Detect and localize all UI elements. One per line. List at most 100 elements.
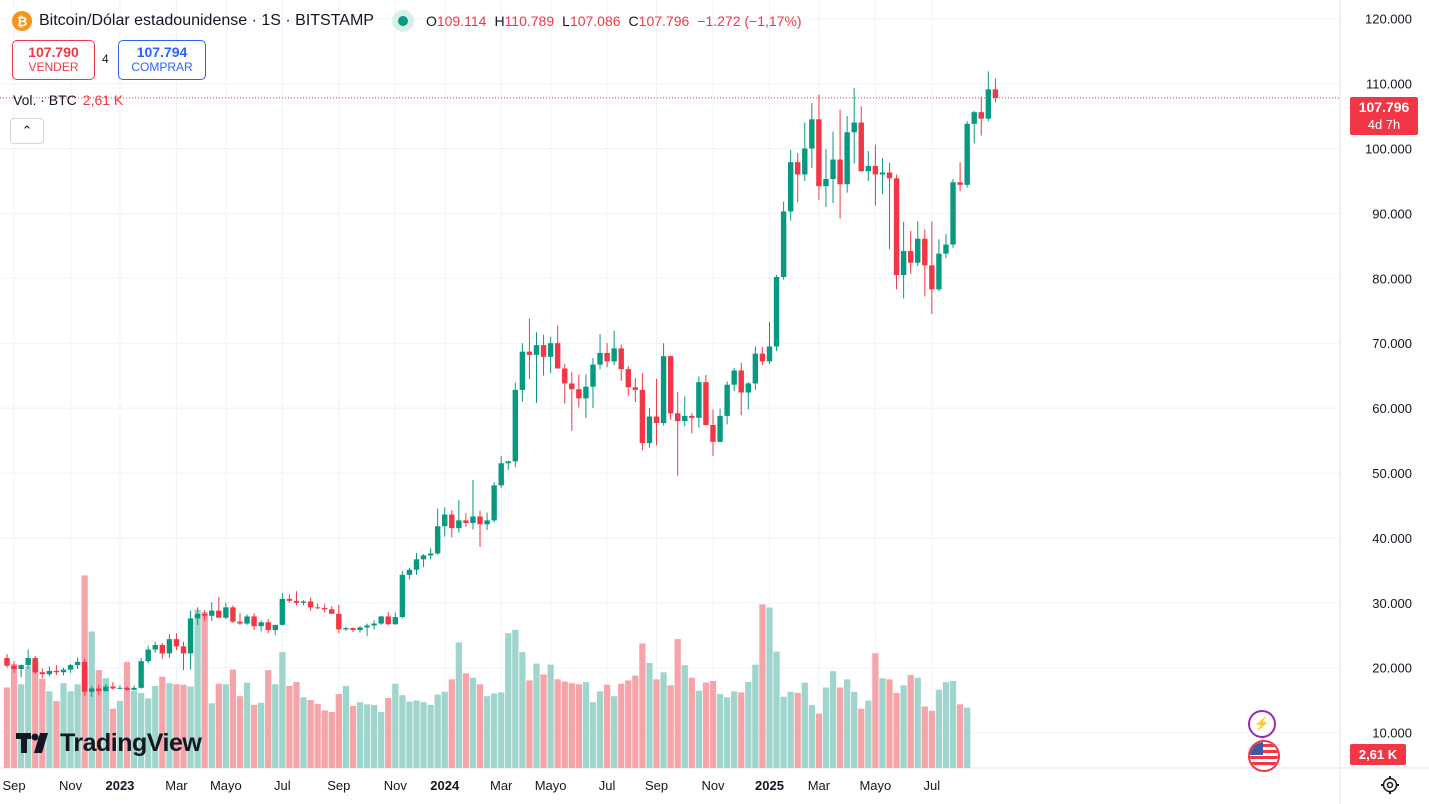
- volume-bar: [646, 663, 653, 768]
- candle-body: [385, 616, 391, 625]
- volume-bar: [32, 661, 39, 768]
- candle-body: [46, 670, 53, 675]
- candle-body: [470, 516, 476, 523]
- candle-body: [463, 520, 469, 523]
- candle-body: [703, 382, 709, 425]
- sell-button[interactable]: 107.790 VENDER: [12, 40, 95, 80]
- volume-bar: [109, 708, 117, 768]
- volume-bar: [603, 684, 611, 768]
- ohlc-open: O109.114: [425, 13, 487, 29]
- volume-bar: [879, 678, 886, 768]
- candle-body: [900, 251, 907, 276]
- candle-body: [343, 628, 349, 630]
- last-volume-label: 2,61 K: [1350, 744, 1406, 765]
- bar-countdown: 4d 7h: [1367, 117, 1401, 132]
- candle-body: [173, 639, 180, 647]
- candle-body: [583, 386, 589, 399]
- time-tick-label: 2023: [105, 778, 134, 793]
- candle-body: [300, 601, 307, 603]
- volume-bar: [674, 639, 681, 768]
- candle-body: [823, 179, 829, 187]
- volume-bar: [688, 677, 695, 768]
- candle-body: [201, 613, 208, 616]
- candle-body: [936, 253, 942, 290]
- bitcoin-icon: ₿: [12, 11, 32, 31]
- candle-body: [498, 463, 504, 486]
- last-price-label: 107.796 4d 7h: [1350, 97, 1418, 135]
- volume-bar: [39, 678, 46, 768]
- volume-bar: [575, 684, 582, 768]
- volume-bars: [3, 575, 971, 768]
- us-flag-icon[interactable]: [1248, 740, 1280, 772]
- volume-bar: [95, 670, 102, 768]
- candle-body: [124, 687, 130, 690]
- volume-bar: [378, 711, 385, 768]
- volume-bar: [462, 673, 470, 768]
- buy-button[interactable]: 107.794 COMPRAR: [118, 40, 206, 80]
- time-tick-label: Nov: [59, 778, 83, 793]
- ohlc-low: L107.086: [562, 13, 621, 29]
- volume-bar: [787, 691, 794, 768]
- volume-bar: [123, 661, 131, 768]
- candle-body: [117, 687, 123, 689]
- volume-bar: [138, 692, 145, 768]
- volume-bar: [547, 664, 554, 768]
- volume-bar: [815, 713, 823, 768]
- volume-bar: [752, 664, 759, 768]
- ohlc-change: −1.272 (−1,17%): [697, 13, 802, 29]
- volume-bar: [801, 682, 808, 768]
- volume-bar: [808, 704, 815, 768]
- volume-bar: [363, 704, 371, 768]
- candle-body: [667, 356, 674, 414]
- volume-bar: [60, 683, 67, 768]
- volume-bar: [469, 677, 477, 768]
- candle-body: [569, 383, 575, 390]
- volume-bar: [300, 697, 307, 768]
- chevron-up-icon: ⌃: [21, 123, 33, 138]
- candle-body: [322, 607, 328, 610]
- candles: [4, 71, 999, 697]
- candle-body: [773, 277, 780, 347]
- collapse-legend-button[interactable]: ⌃: [10, 118, 44, 144]
- candle-body: [145, 649, 151, 662]
- volume-bar: [413, 700, 420, 768]
- volume-bar: [74, 684, 81, 768]
- time-tick-label: Mayo: [535, 778, 567, 793]
- candle-body: [752, 353, 759, 384]
- volume-bar: [519, 652, 526, 768]
- time-tick-label: Sep: [645, 778, 668, 793]
- volume-bar: [540, 674, 547, 768]
- candle-body: [244, 616, 250, 624]
- candle-body: [491, 485, 497, 521]
- price-tick-label: 60.000: [1372, 401, 1412, 416]
- volume-bar: [208, 703, 215, 768]
- candle-body: [286, 598, 293, 601]
- candle-body: [399, 574, 406, 618]
- logo-text: TradingView: [60, 728, 202, 757]
- volume-bar: [836, 687, 844, 768]
- candle-body: [922, 238, 928, 266]
- candle-body: [25, 657, 31, 666]
- price-tick-label: 100.000: [1365, 142, 1412, 157]
- candle-body: [420, 555, 427, 560]
- tradingview-logo[interactable]: TradingView: [16, 727, 202, 759]
- volume-bar: [780, 696, 787, 768]
- volume-bar: [794, 692, 801, 768]
- volume-bar: [265, 670, 272, 768]
- lightning-icon[interactable]: ⚡: [1248, 710, 1276, 738]
- symbol-title[interactable]: Bitcoin/Dólar estadounidense · 1S · BITS…: [39, 12, 374, 29]
- volume-bar: [872, 653, 879, 768]
- volume-bar: [342, 685, 350, 768]
- volume-bar: [180, 684, 187, 768]
- volume-bar: [307, 700, 314, 768]
- market-status-icon[interactable]: [391, 10, 414, 32]
- candle-body: [675, 413, 681, 422]
- candle-body: [562, 368, 568, 384]
- volume-bar: [201, 611, 208, 768]
- gear-icon[interactable]: [1380, 775, 1400, 795]
- ohlc-high: H110.789: [494, 13, 555, 29]
- volume-bar: [907, 674, 914, 768]
- candle-body: [216, 610, 222, 618]
- volume-bar: [935, 689, 943, 768]
